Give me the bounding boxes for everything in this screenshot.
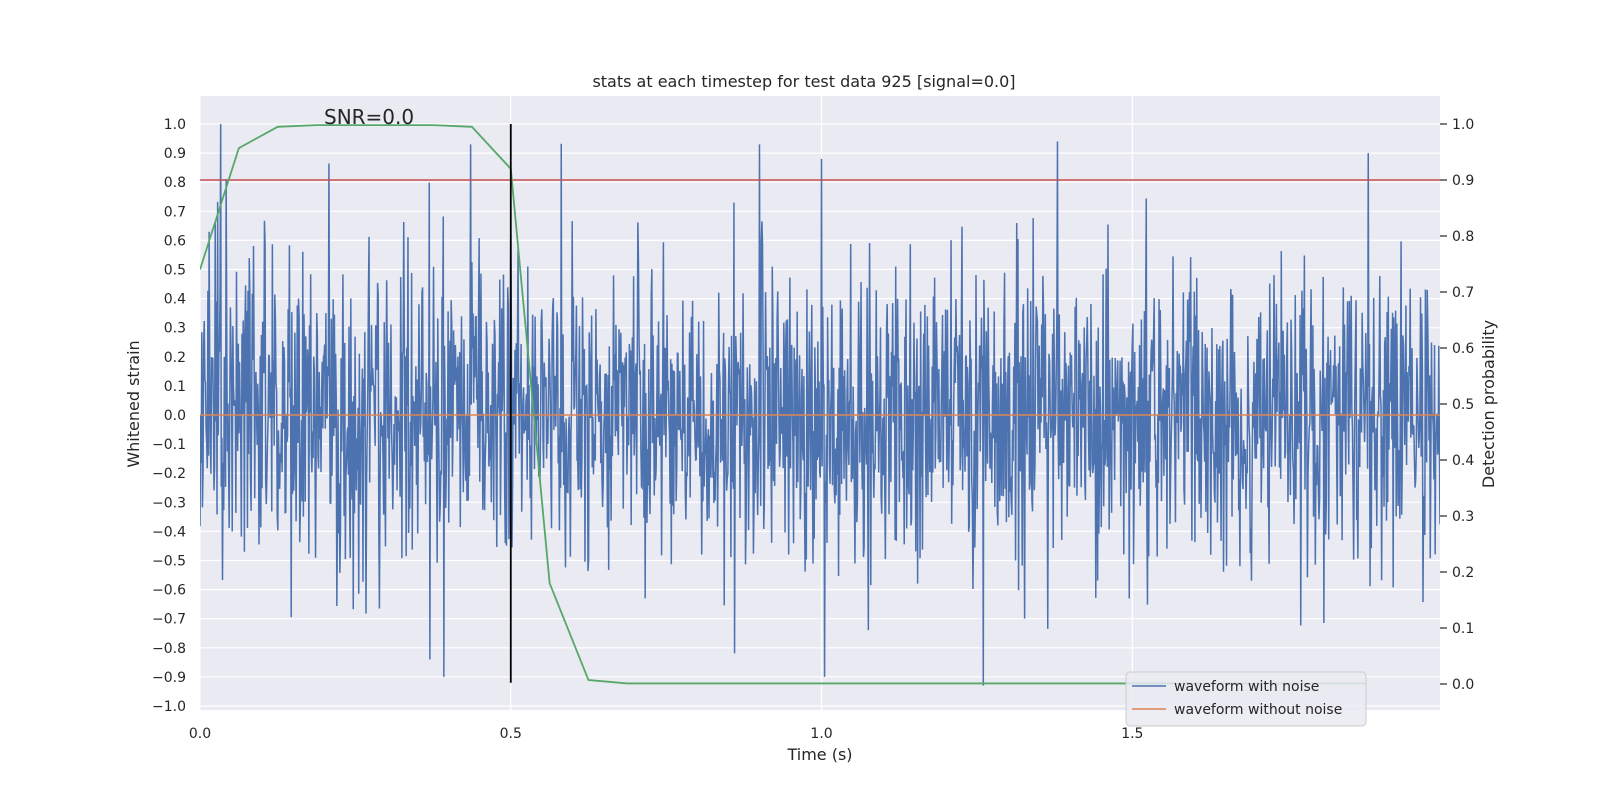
y2-tick-label: 0.3 xyxy=(1452,509,1474,525)
y-tick-label: −1.0 xyxy=(152,699,186,715)
y-axis-label: Whitened strain xyxy=(124,340,143,467)
y-tick-label: 0.2 xyxy=(164,350,186,366)
y-axis-right: 1.0 0.9 0.8 0.7 0.6 0.5 0.4 0.3 0.2 0.1 0.0 xyxy=(1440,117,1474,693)
y-tick-label: −0.8 xyxy=(152,641,186,657)
y2-tick-label: 0.6 xyxy=(1452,341,1474,357)
y-tick-label: −0.2 xyxy=(152,466,186,482)
x-axis-label: Time (s) xyxy=(786,745,852,764)
series-waveform-with-noise xyxy=(200,123,1440,686)
y-tick-label: 0.6 xyxy=(164,233,186,249)
y-axis-left: 1.0 0.9 0.8 0.7 0.6 0.5 0.4 0.3 0.2 0.1 0.0 −0.1 −0.… xyxy=(152,117,186,715)
y-tick-label: −0.7 xyxy=(152,612,186,628)
y-tick-label: 0.8 xyxy=(164,175,186,191)
y2-tick-label: 0.2 xyxy=(1452,565,1474,581)
y2-tick-label: 0.1 xyxy=(1452,621,1474,637)
y2-tick-label: 0.0 xyxy=(1452,677,1474,693)
y-tick-label: −0.4 xyxy=(152,524,186,540)
y2-tick-label: 0.4 xyxy=(1452,453,1474,469)
chart-title: stats at each timestep for test data 925… xyxy=(592,72,1015,91)
y-tick-label: 0.5 xyxy=(164,263,186,279)
y-tick-label: 0.9 xyxy=(164,146,186,162)
y2-tick-label: 0.9 xyxy=(1452,173,1474,189)
y-tick-label: 0.4 xyxy=(164,292,186,308)
y-tick-label: 0.3 xyxy=(164,321,186,337)
legend: waveform with noise waveform without nois… xyxy=(1125,671,1367,727)
y-tick-label: −0.3 xyxy=(152,495,186,511)
y-tick-label: −0.6 xyxy=(152,583,186,599)
y-tick-label: 0.1 xyxy=(164,379,186,395)
legend-item-waveform-without-noise: waveform without noise xyxy=(1132,702,1342,718)
plot-area xyxy=(200,123,1440,686)
y2-tick-label: 1.0 xyxy=(1452,117,1474,133)
y-tick-label: 0.0 xyxy=(164,408,186,424)
y-tick-label: −0.5 xyxy=(152,554,186,570)
x-tick-label: 0.0 xyxy=(189,726,211,742)
y-tick-label: −0.9 xyxy=(152,670,186,686)
snr-annotation: SNR=0.0 xyxy=(324,105,414,129)
y-tick-label: −0.1 xyxy=(152,437,186,453)
legend-label: waveform without noise xyxy=(1174,702,1342,718)
y2-tick-label: 0.8 xyxy=(1452,229,1474,245)
series-layer xyxy=(200,123,1440,686)
legend-box xyxy=(1125,671,1367,727)
x-axis: 0.0 0.5 1.0 1.5 xyxy=(189,726,1144,742)
y-tick-label: 1.0 xyxy=(164,117,186,133)
legend-label: waveform with noise xyxy=(1174,679,1319,695)
x-tick-label: 1.5 xyxy=(1121,726,1143,742)
y2-axis-label: Detection probability xyxy=(1479,320,1498,488)
x-tick-label: 0.5 xyxy=(500,726,522,742)
y2-tick-label: 0.7 xyxy=(1452,285,1474,301)
x-tick-label: 1.0 xyxy=(810,726,832,742)
legend-item-waveform-with-noise: waveform with noise xyxy=(1132,679,1319,695)
y2-tick-label: 0.5 xyxy=(1452,397,1474,413)
y-tick-label: 0.7 xyxy=(164,204,186,220)
